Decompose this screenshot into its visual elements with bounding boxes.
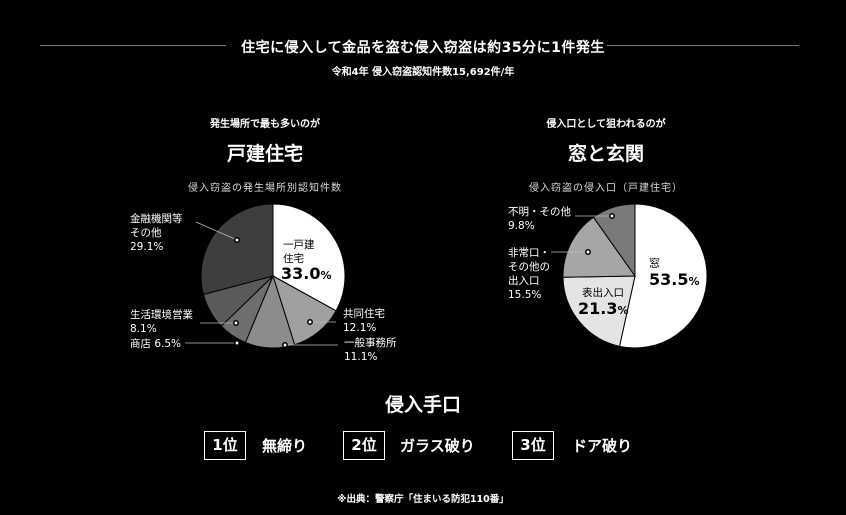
- slice-value-mado-number: 53.5: [649, 270, 688, 289]
- source-note: ※出典：警察庁「住まいる防犯110番」: [337, 494, 509, 505]
- entry-pie-slice-3: [592, 203, 636, 278]
- page-subtitle: 令和4年 侵入窃盗認知件数15,692件/年: [331, 67, 515, 78]
- slice-label-mado: 窓: [649, 256, 660, 270]
- slice-value-hijoguchi: 15.5%: [508, 289, 541, 301]
- slice-label-hijoguchi-line2: その他の: [508, 260, 550, 273]
- slice-label-kodate-line1: 一戸建: [283, 238, 315, 251]
- rank-2-badge: 2位: [343, 431, 385, 460]
- slice-label-kyodo: 共同住宅: [343, 307, 385, 320]
- slice-label-jimusho: 一般事務所: [344, 336, 397, 349]
- slice-label-fumei: 不明・その他: [508, 205, 571, 218]
- left-chart-caption: 侵入窃盗の発生場所別認知件数: [188, 183, 342, 194]
- leader-dot-jimusho: [282, 342, 288, 348]
- slice-value-kodate: 33.0%: [281, 264, 332, 283]
- slice-label-hijoguchi-line3: 出入口: [508, 274, 540, 287]
- slice-value-fumei: 9.8%: [508, 220, 535, 232]
- leader-dot-kyodo: [307, 319, 313, 325]
- rank-3-badge: 3位: [512, 431, 554, 460]
- rank-1-badge: 1位: [204, 431, 246, 460]
- left-headline: 戸建住宅: [226, 143, 303, 165]
- leader-dot-shoten: [234, 340, 240, 346]
- slice-label-seikatsu: 生活環境営業: [130, 308, 193, 321]
- slice-value-omote: 21.3%: [578, 299, 629, 318]
- slice-value-omote-number: 21.3: [578, 299, 617, 318]
- slice-value-jimusho: 11.1%: [344, 351, 377, 363]
- title-rule-left: [40, 45, 226, 46]
- entry-pie-slice-2: [562, 216, 636, 278]
- left-lead: 発生場所で最も多いのが: [210, 119, 320, 130]
- slice-value-kodate-number: 33.0: [281, 264, 320, 283]
- slice-label-kinyu-line2: その他: [130, 226, 162, 239]
- slice-label-kinyu-line1: 金融機関等: [130, 212, 183, 225]
- leader-line-kinyu: [195, 221, 238, 241]
- slice-value-kinyu: 29.1%: [130, 241, 163, 253]
- slice-value-mado: 53.5%: [649, 270, 700, 289]
- leader-dot-kinyu: [234, 237, 240, 243]
- right-chart-caption: 侵入窃盗の侵入口（戸建住宅）: [529, 183, 683, 194]
- slice-value-omote-unit: %: [617, 304, 628, 317]
- slice-value-mado-unit: %: [688, 275, 699, 288]
- page-title: 住宅に侵入して金品を盗む侵入窃盗は約35分に1件発生: [241, 40, 605, 56]
- right-lead: 侵入口として狙われるのが: [546, 119, 666, 130]
- entry-pie-slice-1: [562, 275, 636, 347]
- slice-value-kyodo: 12.1%: [343, 322, 376, 334]
- location-pie-slice-0: [272, 203, 346, 312]
- slice-label-shoten: 商店 6.5%: [130, 337, 181, 350]
- rank-2-label: ガラス破り: [400, 437, 475, 455]
- slice-value-kodate-unit: %: [320, 269, 331, 282]
- methods-title: 侵入手口: [384, 394, 461, 416]
- slice-label-kodate-line2: 住宅: [283, 252, 304, 265]
- slice-value-seikatsu: 8.1%: [130, 323, 157, 335]
- slice-label-omote: 表出入口: [582, 286, 624, 299]
- rank-3-label: ドア破り: [572, 437, 633, 455]
- leader-dot-hijoguchi: [585, 249, 591, 255]
- entry-pie-slice-0: [618, 203, 708, 349]
- slice-label-hijoguchi-line1: 非常口・: [508, 246, 550, 259]
- title-rule-right: [607, 45, 799, 46]
- location-pie-slice-5: [200, 203, 274, 296]
- rank-1-label: 無締り: [262, 437, 308, 455]
- right-headline: 窓と玄関: [567, 143, 644, 165]
- leader-dot-seikatsu: [233, 320, 239, 326]
- leader-dot-fumei: [609, 213, 615, 219]
